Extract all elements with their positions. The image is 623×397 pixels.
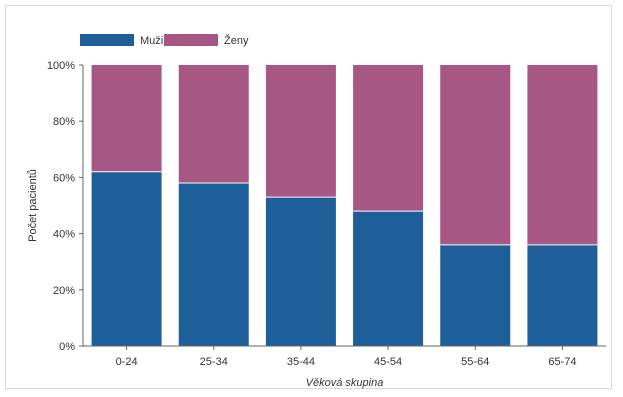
y-tick-label: 80% <box>53 116 75 128</box>
bar-segment <box>178 65 249 184</box>
bar-segment <box>527 65 598 245</box>
bar-segment <box>265 197 336 346</box>
y-axis-title: Počet pacientů <box>27 169 39 242</box>
y-tick-label: 60% <box>53 172 75 184</box>
x-tick-label: 0-24 <box>116 356 138 368</box>
y-axis: 0% 20% 40% 60% 80% 100% <box>47 60 84 353</box>
legend: Muži Ženy <box>80 34 249 47</box>
y-tick-label: 20% <box>53 285 75 297</box>
bar-segment <box>527 244 598 346</box>
bar-segment <box>265 65 336 198</box>
bar-segment <box>91 171 162 346</box>
y-tick-label: 40% <box>53 229 75 241</box>
bar-segment <box>440 65 511 245</box>
y-tick-label: 0% <box>59 341 75 353</box>
legend-swatch <box>164 34 218 46</box>
legend-swatch <box>80 34 134 46</box>
x-tick-label: 65-74 <box>548 356 576 368</box>
x-tick-label: 45-54 <box>374 356 402 368</box>
y-tick-label: 100% <box>47 60 75 72</box>
bars <box>91 65 598 346</box>
x-axis-title: Věková skupina <box>306 377 384 389</box>
legend-label: Muži <box>140 35 163 47</box>
x-tick-label: 35-44 <box>287 356 315 368</box>
bar-segment <box>353 65 424 212</box>
bar-segment <box>353 211 424 346</box>
x-axis: 0-24 25-34 35-44 45-54 55-64 65-74 <box>83 345 606 368</box>
x-tick-label: 25-34 <box>200 356 228 368</box>
bar-segment <box>440 244 511 346</box>
x-tick-label: 55-64 <box>461 356 489 368</box>
legend-label: Ženy <box>224 34 249 47</box>
bar-segment <box>178 183 249 346</box>
bar-segment <box>91 65 162 172</box>
